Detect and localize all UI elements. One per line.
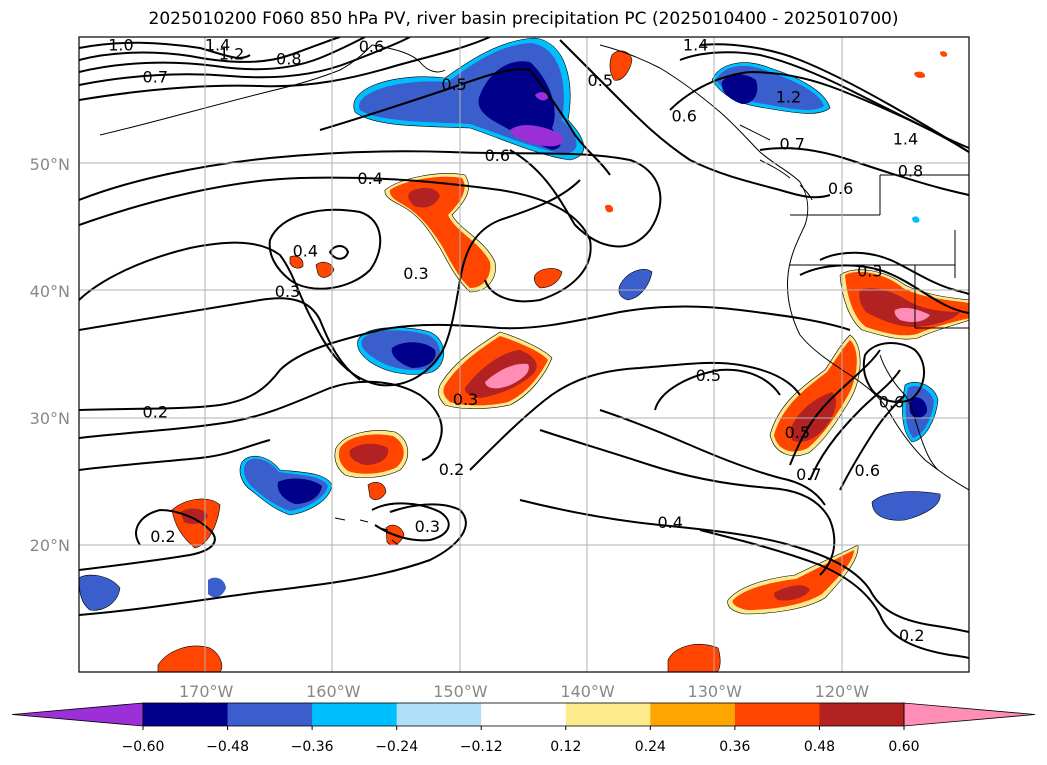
contour-label: 1.2	[219, 45, 244, 64]
negative-precip-region-central-pacific	[357, 327, 445, 375]
map-frame	[78, 36, 970, 673]
colorbar-tick-label: 0.12	[550, 739, 581, 755]
colorbar-bin	[734, 703, 820, 726]
colorbar-bin	[396, 703, 482, 726]
negative-precip-region-southwest	[871, 381, 941, 521]
lon-tick-label: 140°W	[560, 682, 615, 701]
lon-tick-label: 170°W	[179, 682, 234, 701]
contour-label: 0.3	[453, 390, 478, 409]
colorbar-extend-high	[903, 702, 1036, 727]
contour-label: 0.4	[293, 241, 318, 260]
contour-label: 0.3	[857, 262, 882, 281]
contour-label: 0.4	[657, 513, 682, 532]
colorbar-tick-label: −0.60	[122, 739, 165, 755]
contour-label: 0.6	[828, 179, 853, 198]
colorbar-tick-label: −0.48	[206, 739, 249, 755]
colorbar-extend-low	[11, 702, 144, 727]
lat-tick-label: 40°N	[30, 282, 70, 301]
contour-label: 0.7	[796, 465, 821, 484]
contour-label: 0.7	[780, 135, 805, 154]
contour-label: 0.3	[275, 282, 300, 301]
contour-label: 0.5	[441, 75, 466, 94]
colorbar-bin	[650, 703, 736, 726]
lon-tick-label: 150°W	[433, 682, 488, 701]
contour-label: 0.5	[588, 71, 613, 90]
negative-precip-region-alaska-gulf	[353, 37, 585, 161]
lat-tick-label: 30°N	[30, 409, 70, 428]
contour-label: 0.6	[879, 392, 904, 411]
contour-label: 0.7	[143, 67, 168, 86]
gridlines	[79, 37, 969, 672]
negative-precip-region-small	[79, 216, 920, 611]
colorbar-tick-label: −0.24	[375, 739, 418, 755]
contour-label: 1.4	[205, 36, 230, 55]
colorbar-outline	[142, 702, 905, 727]
lon-tick-label: 160°W	[306, 682, 361, 701]
contour-label: 0.4	[357, 169, 382, 188]
colorbar-bin	[481, 703, 567, 726]
negative-precip-region-bc-coast	[711, 62, 831, 114]
colorbar-tick-label: −0.12	[460, 739, 503, 755]
lat-tick-label: 20°N	[30, 536, 70, 555]
contour-label: 1.0	[108, 36, 133, 55]
colorbar: −0.60 −0.48 −0.36 −0.24 −0.12 0.12 0.24 0.36 0.4…	[11, 702, 1036, 755]
contour-label: 0.2	[143, 403, 168, 422]
contour-label: 0.6	[855, 461, 880, 480]
negative-precip-region-hawaii-west	[239, 455, 333, 516]
latitude-tick-labels: 50°N 40°N 30°N 20°N	[30, 155, 70, 555]
colorbar-bin	[565, 703, 651, 726]
longitude-tick-labels: 170°W 160°W 150°W 140°W 130°W 120°W	[179, 682, 869, 701]
coastlines	[99, 44, 969, 546]
positive-precip-region-offshore-california	[769, 334, 861, 456]
colorbar-bin	[312, 703, 398, 726]
contour-label: 0.5	[696, 366, 721, 385]
colorbar-bin	[143, 703, 229, 726]
contour-label: 1.4	[683, 36, 708, 55]
contour-label: 0.3	[403, 264, 428, 283]
colorbar-bin	[819, 703, 905, 726]
colorbar-bin	[227, 703, 313, 726]
contour-labels: 1.0 1.41.2 0.80.60.7 0.51.40.50.61.20.7 1.40…	[108, 36, 924, 645]
colorbar-tick-label: 0.36	[719, 739, 750, 755]
colorbar-tick-label: 0.48	[804, 739, 835, 755]
positive-precip-region-baja-south	[727, 544, 859, 615]
map-title: 2025010200 F060 850 hPa PV, river basin …	[148, 9, 899, 29]
contour-label: 0.8	[276, 50, 301, 69]
positive-precip-region-california	[839, 269, 969, 340]
contour-label: 0.6	[671, 107, 696, 126]
colorbar-tick-label: 0.24	[635, 739, 666, 755]
pv-contours	[79, 37, 969, 659]
contour-label: 0.6	[359, 37, 384, 56]
contour-label: 0.8	[898, 161, 923, 180]
lon-tick-label: 120°W	[815, 682, 870, 701]
lon-tick-label: 130°W	[688, 682, 743, 701]
positive-precip-region-subtropical-pacific	[438, 331, 553, 410]
positive-precip-region-hawaii-north	[334, 430, 408, 479]
colorbar-tick-label: 0.60	[888, 739, 919, 755]
contour-label: 0.5	[785, 423, 810, 442]
contour-label: 0.2	[150, 527, 175, 546]
contour-label: 1.2	[776, 88, 801, 107]
contour-label: 0.3	[415, 517, 440, 536]
contour-label: 0.2	[439, 460, 464, 479]
positive-precip-region-small	[157, 50, 948, 672]
lat-tick-label: 50°N	[30, 155, 70, 174]
contour-label: 0.6	[485, 146, 510, 165]
contour-label: 0.2	[899, 626, 924, 645]
colorbar-tick-label: −0.36	[291, 739, 334, 755]
contour-label: 1.4	[893, 130, 918, 149]
